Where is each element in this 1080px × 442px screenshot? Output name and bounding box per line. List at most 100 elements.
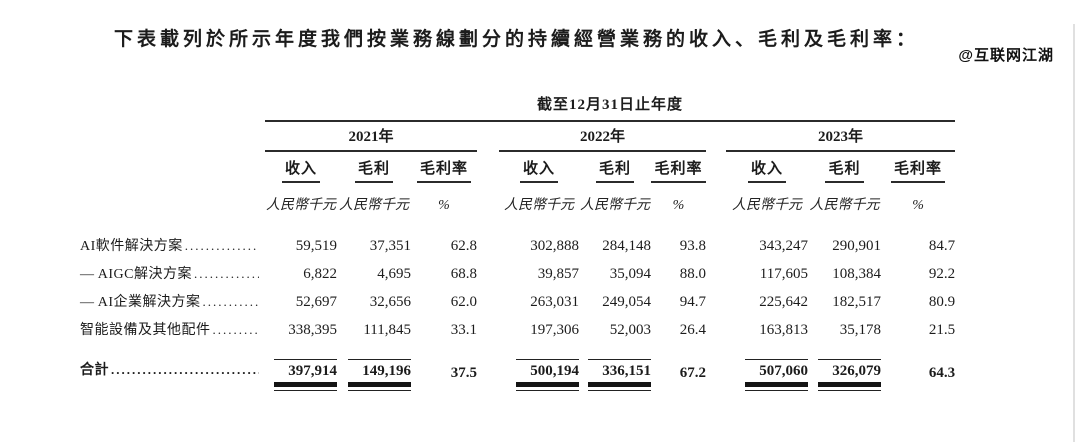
cell-value: 117,605 xyxy=(759,266,808,282)
metric-header-revenue: 收入 xyxy=(265,151,337,183)
unit-header-rmb: 人民幣千元 xyxy=(809,198,880,213)
total-value-cell: 37.5 xyxy=(411,345,477,401)
total-value: 37.5 xyxy=(450,364,477,381)
unit-header-rmb: 人民幣千元 xyxy=(732,198,802,213)
empty-cell xyxy=(80,183,265,219)
table-row: — AI企業解決方案..............................… xyxy=(80,289,955,317)
total-value: 326,079 xyxy=(818,359,881,391)
column-spacer xyxy=(706,151,726,183)
unit-header-percent: % xyxy=(672,198,685,213)
cell-value: 108,384 xyxy=(832,266,881,282)
column-spacer xyxy=(477,121,499,151)
cell-value: 197,306 xyxy=(530,322,579,338)
cell-value: 52,697 xyxy=(295,294,337,310)
total-label: 合計 xyxy=(80,363,109,378)
metric-header-revenue: 收入 xyxy=(499,151,579,183)
cell-value: 111,845 xyxy=(363,322,411,338)
cell-value: 284,148 xyxy=(602,238,651,254)
cell-value: 68.8 xyxy=(450,266,477,282)
row-label-cell: — AIGC解決方案..............................… xyxy=(80,261,265,289)
cell-value: 80.9 xyxy=(928,294,956,310)
column-spacer xyxy=(706,345,726,401)
total-value-cell: 149,196 xyxy=(337,345,411,401)
metric-header-gross-profit: 毛利 xyxy=(808,151,881,183)
total-row: 合計......................................… xyxy=(80,345,955,401)
total-label-cell: 合計......................................… xyxy=(80,345,265,401)
column-spacer xyxy=(706,121,726,151)
metric-header-revenue: 收入 xyxy=(726,151,808,183)
financial-table: 截至12月31日止年度 2021年 2022年 2023年 收入 毛利 毛利率 … xyxy=(80,87,956,401)
cell-value: 182,517 xyxy=(832,294,881,310)
column-spacer xyxy=(706,289,726,317)
column-spacer xyxy=(706,183,726,219)
cell-value: 343,247 xyxy=(759,238,808,254)
column-spacer xyxy=(706,317,726,345)
total-value-cell: 326,079 xyxy=(808,345,881,401)
unit-header-row: 人民幣千元 人民幣千元 % 人民幣千元 人民幣千元 % 人民幣千元 人民幣千元 … xyxy=(80,183,955,219)
cell-value: 26.4 xyxy=(679,322,706,338)
total-value: 507,060 xyxy=(745,359,808,391)
cell-value: 32,656 xyxy=(369,294,411,310)
cell-value: 84.7 xyxy=(928,238,956,254)
table-row: 智能設備及其他配件...............................… xyxy=(80,317,955,345)
cell-value: 225,642 xyxy=(759,294,808,310)
column-spacer xyxy=(477,261,499,289)
total-value: 500,194 xyxy=(516,359,579,391)
empty-cell xyxy=(80,151,265,183)
cell-value: 35,178 xyxy=(839,322,881,338)
metric-header-gross-profit: 毛利 xyxy=(337,151,411,183)
row-label-cell: AI軟件解決方案................................… xyxy=(80,233,265,261)
total-value: 397,914 xyxy=(274,359,337,391)
cell-value: 21.5 xyxy=(928,322,956,338)
dot-leader: ........................................… xyxy=(184,238,259,253)
metric-header-margin: 毛利率 xyxy=(651,151,706,183)
column-spacer xyxy=(477,183,499,219)
year-header-row: 2021年 2022年 2023年 xyxy=(80,121,956,152)
cell-value: 6,822 xyxy=(303,266,337,282)
table-row: — AIGC解決方案..............................… xyxy=(80,261,955,289)
row-label: AI軟件解決方案 xyxy=(80,239,183,254)
cell-value: 62.8 xyxy=(450,238,477,254)
cell-value: 39,857 xyxy=(537,266,579,282)
cell-value: 88.0 xyxy=(679,266,706,282)
cell-value: 92.2 xyxy=(928,266,956,282)
metric-header-margin: 毛利率 xyxy=(881,151,955,183)
cell-value: 59,519 xyxy=(295,238,337,254)
year-header-2022: 2022年 xyxy=(499,121,706,152)
cell-value: 163,813 xyxy=(759,322,808,338)
cell-value: 94.7 xyxy=(679,294,706,310)
cell-value: 37,351 xyxy=(369,238,411,254)
metric-header-margin: 毛利率 xyxy=(411,151,477,183)
column-spacer xyxy=(477,289,499,317)
row-label: 智能設備及其他配件 xyxy=(80,323,211,338)
cell-value: 249,054 xyxy=(602,294,651,310)
table-row: AI軟件解決方案................................… xyxy=(80,233,955,261)
year-header-2021: 2021年 xyxy=(265,121,477,152)
metric-header-gross-profit: 毛利 xyxy=(579,151,651,183)
watermark: @互联网江湖 xyxy=(958,47,1054,64)
column-spacer xyxy=(477,151,499,183)
cell-value: 33.1 xyxy=(450,322,477,338)
column-spacer xyxy=(477,317,499,345)
row-label: — AIGC解決方案 xyxy=(80,267,192,282)
total-value: 67.2 xyxy=(679,364,706,381)
dot-leader: ........................................… xyxy=(202,294,260,309)
unit-header-rmb: 人民幣千元 xyxy=(266,198,336,213)
cell-value: 338,395 xyxy=(288,322,337,338)
metric-header-row: 收入 毛利 毛利率 收入 毛利 毛利率 收入 毛利 毛利率 xyxy=(80,151,955,183)
unit-header-rmb: 人民幣千元 xyxy=(339,198,409,213)
spacer-row xyxy=(80,219,955,233)
cell-value: 302,888 xyxy=(530,238,579,254)
total-value-cell: 500,194 xyxy=(499,345,579,401)
cell-value: 93.8 xyxy=(679,238,706,254)
period-header-row: 截至12月31日止年度 xyxy=(80,87,956,122)
total-value-cell: 64.3 xyxy=(881,345,955,401)
total-value: 336,151 xyxy=(588,359,651,391)
page-edge-divider xyxy=(1073,24,1075,442)
column-spacer xyxy=(477,233,499,261)
unit-header-rmb: 人民幣千元 xyxy=(504,198,574,213)
empty-cell xyxy=(80,121,265,151)
total-value-cell: 336,151 xyxy=(579,345,651,401)
cell-value: 263,031 xyxy=(530,294,579,310)
dot-leader: ........................................… xyxy=(193,266,259,281)
